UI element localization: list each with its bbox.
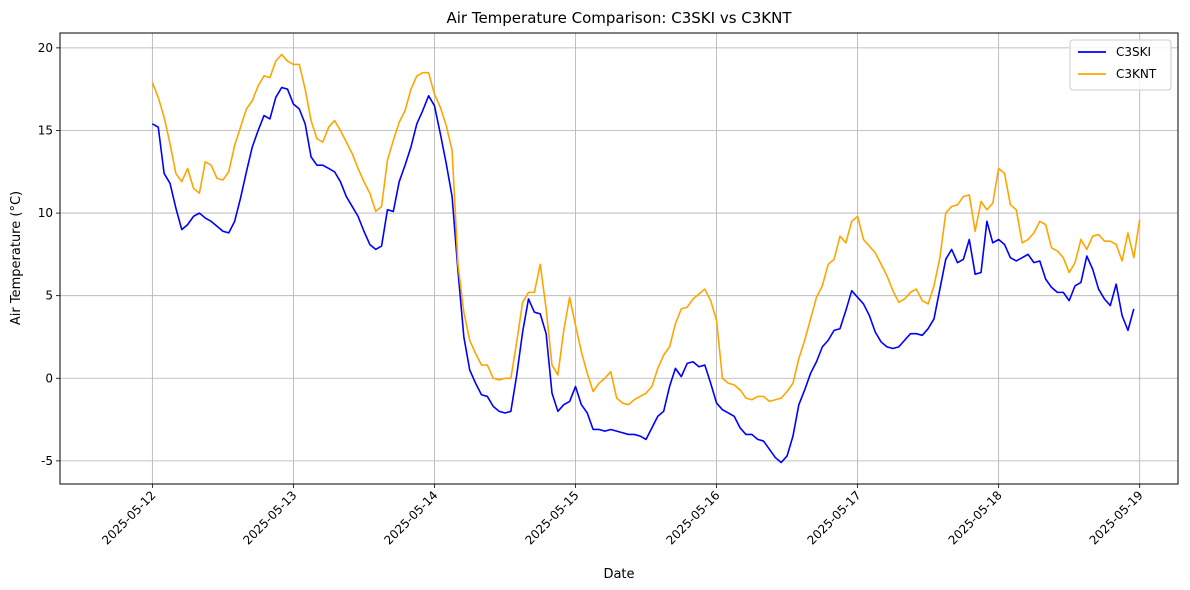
legend-label: C3KNT xyxy=(1116,67,1157,81)
series-layer xyxy=(151,53,1141,464)
series-line-c3knt xyxy=(151,53,1141,406)
x-tick-label: 2025-05-19 xyxy=(1087,488,1146,547)
legend-label: C3SKI xyxy=(1116,45,1151,59)
y-axis-label: Air Temperature (°C) xyxy=(9,191,24,325)
x-tick-label: 2025-05-15 xyxy=(522,488,581,547)
y-tick-label: 5 xyxy=(45,289,53,303)
x-tick-label: 2025-05-12 xyxy=(99,488,158,547)
y-axis: -5 0 5 10 15 20 xyxy=(38,41,60,468)
y-tick-label: 10 xyxy=(38,206,53,220)
chart-title: Air Temperature Comparison: C3SKI vs C3K… xyxy=(446,9,792,27)
y-tick-label: 0 xyxy=(45,371,53,385)
x-axis: 2025-05-12 2025-05-13 2025-05-14 2025-05-15… xyxy=(99,484,1146,547)
y-tick-label: 15 xyxy=(38,123,53,137)
legend: C3SKI C3KNT xyxy=(1069,39,1172,91)
x-tick-label: 2025-05-18 xyxy=(946,488,1005,547)
series-line-c3ski xyxy=(151,86,1135,464)
y-tick-label: 20 xyxy=(38,41,53,55)
x-tick-label: 2025-05-16 xyxy=(663,488,722,547)
grid xyxy=(60,33,1178,484)
x-tick-label: 2025-05-14 xyxy=(381,488,440,547)
x-tick-label: 2025-05-17 xyxy=(805,488,864,547)
y-tick-label: -5 xyxy=(41,454,53,468)
x-axis-label: Date xyxy=(603,567,634,582)
plot-frame xyxy=(59,32,1179,485)
x-tick-label: 2025-05-13 xyxy=(240,488,299,547)
